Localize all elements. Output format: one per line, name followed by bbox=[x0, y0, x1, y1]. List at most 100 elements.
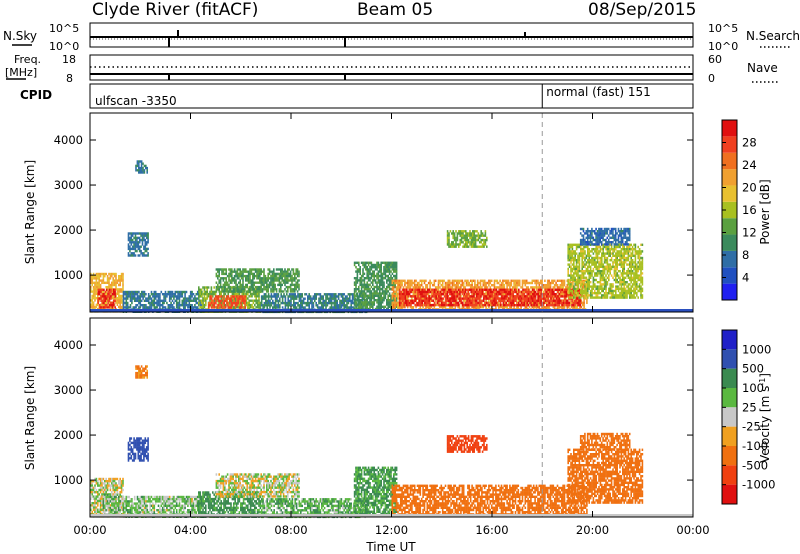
echo-cell bbox=[446, 288, 448, 291]
echo-cell bbox=[187, 297, 189, 300]
echo-cell bbox=[260, 295, 263, 298]
echo-cell bbox=[260, 299, 263, 303]
echo-cell bbox=[212, 290, 214, 294]
echo-cell bbox=[249, 288, 251, 291]
echo-cell bbox=[258, 301, 260, 305]
echo-cell bbox=[369, 277, 371, 280]
echo-cell bbox=[337, 304, 340, 307]
echo-cell bbox=[583, 295, 585, 298]
echo-cell bbox=[288, 274, 290, 278]
echo-cell bbox=[102, 272, 105, 276]
echo-cell bbox=[125, 295, 128, 298]
echo-cell bbox=[235, 290, 237, 293]
echo-cell bbox=[388, 268, 391, 271]
echo-cell bbox=[284, 297, 287, 300]
echo-cell bbox=[530, 299, 533, 302]
echo-cell bbox=[311, 301, 313, 305]
echo-cell bbox=[366, 266, 368, 269]
echo-cell bbox=[249, 303, 252, 307]
echo-cell bbox=[292, 283, 295, 287]
echo-cell bbox=[256, 301, 259, 305]
echo-cell bbox=[127, 247, 130, 251]
echo-cell bbox=[157, 293, 160, 296]
echo-cell bbox=[413, 279, 416, 282]
echo-cell bbox=[258, 297, 260, 300]
echo-cell bbox=[409, 279, 412, 282]
echo-cell bbox=[494, 304, 496, 307]
echo-cell bbox=[245, 295, 248, 298]
echo-cell bbox=[266, 304, 268, 307]
echo-cell bbox=[185, 304, 188, 307]
echo-cell bbox=[287, 277, 289, 280]
echo-cell bbox=[391, 281, 394, 285]
echo-cell bbox=[301, 295, 303, 298]
echo-cell bbox=[402, 279, 405, 282]
echo-cell bbox=[164, 299, 167, 302]
echo-cell bbox=[120, 299, 123, 302]
echo-cell bbox=[145, 249, 148, 253]
echo-cell bbox=[266, 285, 268, 289]
echo-cell bbox=[268, 277, 271, 280]
echo-cell bbox=[408, 295, 410, 298]
echo-cell bbox=[272, 306, 274, 309]
echo-cell bbox=[537, 293, 540, 296]
echo-cell bbox=[140, 162, 143, 165]
echo-cell bbox=[122, 277, 124, 280]
echo-cell bbox=[524, 303, 527, 307]
echo-cell bbox=[490, 288, 493, 291]
echo-cell bbox=[492, 290, 495, 294]
echo-cell bbox=[143, 254, 145, 257]
echo-cell bbox=[221, 295, 224, 298]
echo-cell bbox=[134, 236, 137, 240]
echo-cell bbox=[435, 295, 437, 298]
echo-cell bbox=[271, 283, 274, 287]
echo-cell bbox=[423, 281, 426, 285]
echo-cell bbox=[177, 304, 179, 307]
echo-cell bbox=[95, 288, 98, 291]
echo-cell bbox=[471, 284, 473, 287]
echo-cell bbox=[343, 301, 345, 305]
echo-cell bbox=[440, 306, 443, 309]
echo-cell bbox=[525, 288, 528, 291]
echo-cell bbox=[452, 297, 454, 300]
echo-cell bbox=[118, 288, 120, 291]
echo-cell bbox=[394, 266, 396, 269]
echo-cell bbox=[235, 274, 237, 278]
echo-cell bbox=[470, 304, 472, 307]
echo-cell bbox=[399, 284, 402, 287]
echo-cell bbox=[288, 299, 291, 303]
echo-cell bbox=[268, 270, 271, 273]
echo-cell bbox=[119, 303, 121, 306]
echo-cell bbox=[397, 297, 399, 300]
echo-cell bbox=[255, 299, 257, 302]
echo-cell bbox=[527, 288, 530, 291]
echo-cell bbox=[131, 293, 133, 296]
echo-cell bbox=[217, 297, 220, 300]
echo-cell bbox=[373, 270, 375, 273]
echo-cell bbox=[402, 286, 405, 289]
echo-cell bbox=[131, 232, 134, 235]
echo-cell bbox=[370, 305, 373, 308]
echo-cell bbox=[129, 254, 131, 257]
echo-cell bbox=[138, 162, 140, 165]
echo-cell bbox=[252, 283, 254, 287]
echo-cell bbox=[507, 279, 510, 282]
echo-cell bbox=[129, 304, 132, 307]
echo-cell bbox=[574, 306, 577, 309]
echo-cell bbox=[356, 281, 359, 284]
echo-cell bbox=[513, 304, 516, 307]
echo-cell bbox=[213, 297, 216, 300]
echo-cell bbox=[336, 301, 338, 305]
echo-cell bbox=[225, 279, 227, 282]
echo-cell bbox=[229, 285, 232, 289]
echo-cell bbox=[377, 274, 380, 278]
echo-cell bbox=[433, 281, 436, 285]
echo-cell bbox=[147, 232, 149, 235]
echo-cell bbox=[134, 249, 137, 253]
echo-cell bbox=[462, 306, 465, 309]
echo-cell bbox=[134, 245, 137, 248]
echo-cell bbox=[360, 281, 363, 284]
echo-cell bbox=[394, 297, 396, 300]
echo-cell bbox=[209, 299, 211, 302]
echo-cell bbox=[362, 292, 364, 295]
